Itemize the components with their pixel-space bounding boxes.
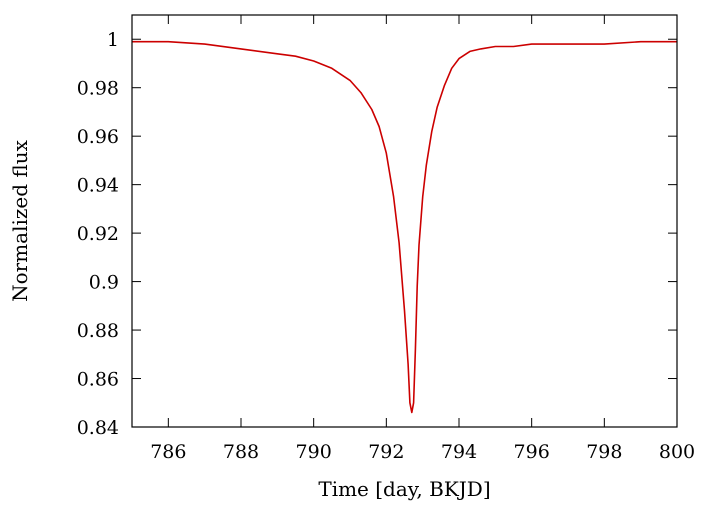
plot-frame bbox=[131, 14, 678, 428]
x-tick-label: 800 bbox=[659, 441, 695, 463]
y-tick-label: 0.88 bbox=[77, 320, 119, 342]
y-tick-label: 0.96 bbox=[77, 126, 119, 148]
x-axis-label: Time [day, BKJD] bbox=[318, 477, 490, 501]
x-tick-label: 792 bbox=[368, 441, 404, 463]
y-tick-label: 0.9 bbox=[89, 272, 119, 294]
series-line bbox=[132, 40, 677, 414]
x-tick-label: 790 bbox=[296, 441, 332, 463]
x-tick-label: 796 bbox=[514, 441, 550, 463]
y-tick-label: 1 bbox=[107, 29, 119, 51]
y-axis-label: Normalized flux bbox=[8, 139, 32, 302]
y-tick-label: 0.98 bbox=[77, 78, 119, 100]
x-tick-label: 798 bbox=[586, 441, 622, 463]
x-tick-label: 788 bbox=[223, 441, 259, 463]
y-tick-label: 0.92 bbox=[77, 223, 119, 245]
y-tick-label: 0.86 bbox=[77, 369, 119, 391]
y-tick-label: 0.84 bbox=[77, 417, 119, 439]
x-tick-label: 794 bbox=[441, 441, 477, 463]
tick-labels: 786 788 790 792 794 796 798 800 0.84 0.86 0.88 0.9 0… bbox=[77, 29, 695, 463]
tick-marks bbox=[132, 15, 678, 428]
y-tick-label: 0.94 bbox=[77, 175, 119, 197]
x-tick-label: 786 bbox=[150, 441, 186, 463]
